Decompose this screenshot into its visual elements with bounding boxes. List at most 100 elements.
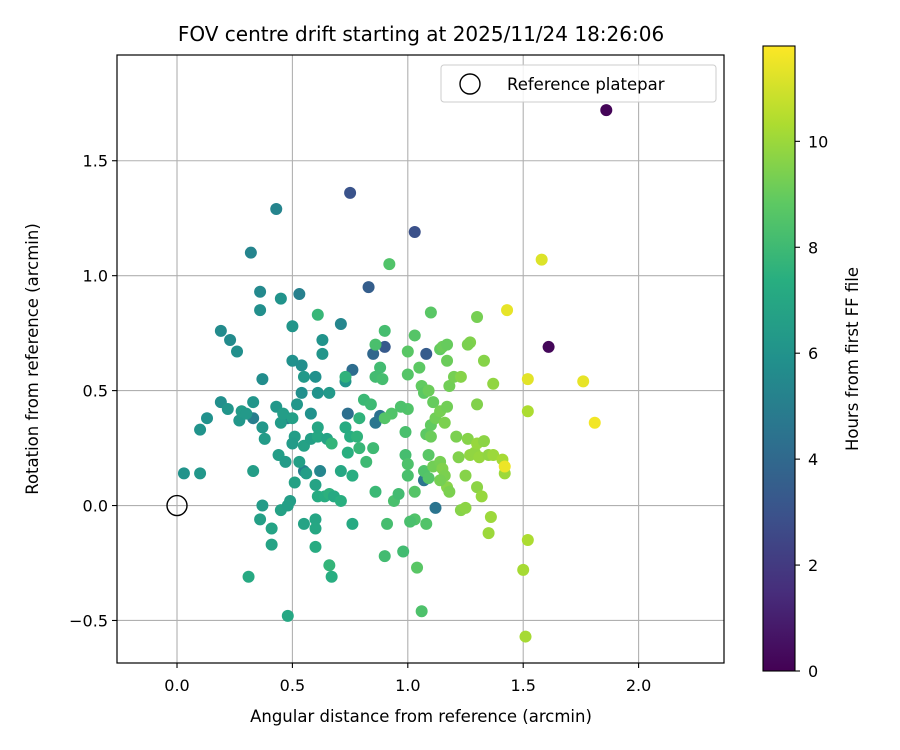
data-point: [459, 501, 472, 514]
data-point: [461, 338, 474, 351]
data-point: [214, 324, 227, 337]
y-axis-label: Rotation from reference (arcmin): [23, 223, 42, 495]
data-point: [295, 386, 308, 399]
colorbar-tick-label: 4: [808, 450, 818, 469]
x-tick-label: 1.0: [395, 676, 420, 695]
data-point: [443, 380, 456, 393]
data-point: [270, 203, 283, 216]
data-point: [339, 370, 352, 383]
y-tick-label: 0.0: [83, 497, 108, 516]
y-axis-ticks: −0.5 0.0 0.5 1.0 1.5: [69, 152, 117, 630]
data-point: [240, 407, 253, 420]
x-axis-ticks: 0.0 0.5 1.0 1.5 2.0: [164, 663, 651, 695]
data-point: [369, 416, 382, 429]
legend-label: Reference platepar: [507, 75, 665, 94]
data-point: [376, 373, 389, 386]
colorbar-label: Hours from first FF file: [843, 267, 862, 451]
data-point: [323, 559, 336, 572]
data-point: [408, 329, 421, 342]
data-point: [482, 527, 495, 540]
data-point: [341, 407, 354, 420]
data-point: [487, 448, 500, 461]
data-point: [344, 186, 357, 199]
data-point: [401, 458, 414, 471]
data-point: [231, 345, 244, 358]
data-point: [438, 416, 451, 429]
data-point: [362, 281, 375, 294]
data-point: [517, 563, 530, 576]
data-point: [415, 605, 428, 618]
data-point: [323, 386, 336, 399]
data-point: [346, 517, 359, 530]
data-point: [519, 630, 532, 643]
data-point: [334, 465, 347, 478]
data-point: [408, 225, 421, 238]
data-point: [378, 412, 391, 425]
colorbar: 0 2 4 6 8 10 Hours from first FF file: [762, 45, 862, 681]
data-point: [293, 288, 306, 301]
data-point: [256, 373, 269, 386]
data-point: [413, 361, 426, 374]
x-tick-label: 0.0: [164, 676, 189, 695]
data-point: [325, 437, 338, 450]
data-point: [471, 398, 484, 411]
data-point: [314, 465, 327, 478]
data-point: [360, 455, 373, 468]
data-point: [281, 609, 294, 622]
data-point: [542, 340, 555, 353]
data-point: [378, 550, 391, 563]
data-point: [471, 481, 484, 494]
data-point: [258, 432, 271, 445]
data-point: [339, 421, 352, 434]
x-axis-label: Angular distance from reference (arcmin): [250, 707, 592, 726]
data-point: [381, 517, 394, 530]
data-point: [535, 253, 548, 266]
data-point: [473, 451, 486, 464]
data-point: [279, 455, 292, 468]
data-point: [378, 340, 391, 353]
data-point: [404, 515, 417, 528]
data-point: [420, 347, 433, 360]
data-point: [369, 485, 382, 498]
data-point: [316, 347, 329, 360]
y-tick-label: 1.5: [83, 152, 108, 171]
data-point: [194, 467, 207, 480]
data-point: [254, 304, 267, 317]
data-point: [311, 386, 324, 399]
data-point: [401, 368, 414, 381]
data-point: [194, 423, 207, 436]
data-point: [394, 400, 407, 413]
data-point: [309, 540, 322, 553]
colorbar-gradient: [762, 45, 796, 672]
data-point: [309, 370, 322, 383]
data-point: [300, 467, 313, 480]
data-point: [378, 324, 391, 337]
data-point: [242, 570, 255, 583]
data-point: [498, 460, 511, 473]
data-point: [247, 465, 260, 478]
legend-box: [440, 64, 717, 103]
data-point: [501, 304, 514, 317]
data-point: [309, 513, 322, 526]
data-point: [408, 485, 421, 498]
y-tick-label: −0.5: [69, 611, 108, 630]
data-point: [297, 370, 310, 383]
data-point: [295, 359, 308, 372]
data-point: [293, 455, 306, 468]
data-point: [353, 442, 366, 455]
data-point: [364, 398, 377, 411]
data-point: [422, 384, 435, 397]
data-point: [297, 517, 310, 530]
data-point: [429, 501, 442, 514]
data-point: [281, 499, 294, 512]
colorbar-tick-label: 8: [808, 238, 818, 257]
data-point: [461, 432, 474, 445]
data-point: [454, 370, 467, 383]
legend-reference-marker: [459, 73, 481, 95]
data-point: [441, 354, 454, 367]
x-tick-label: 0.5: [280, 676, 305, 695]
data-point: [450, 430, 463, 443]
colorbar-tick-label: 10: [808, 132, 828, 151]
data-point: [441, 400, 454, 413]
data-point: [224, 334, 237, 347]
